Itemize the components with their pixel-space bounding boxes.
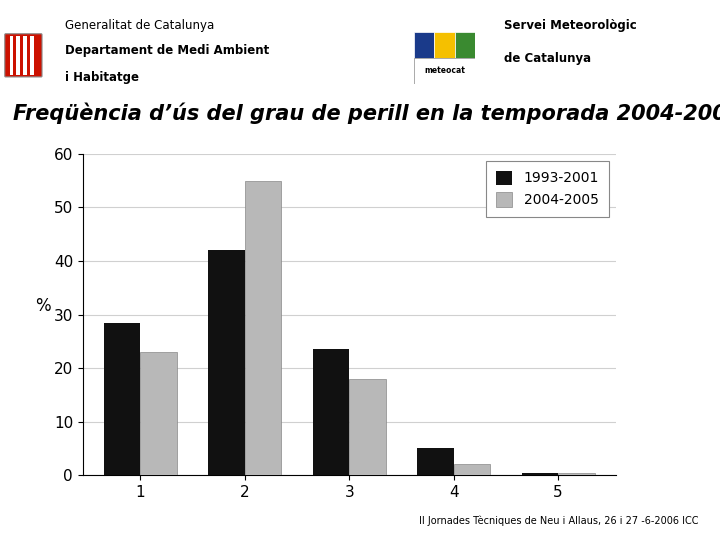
- Bar: [30, 36, 34, 75]
- Bar: [104, 322, 140, 475]
- Bar: [9, 36, 13, 75]
- Bar: [454, 464, 490, 475]
- Text: i Habitatge: i Habitatge: [65, 71, 139, 84]
- Text: Servei Meteorològic: Servei Meteorològic: [504, 19, 636, 32]
- Bar: [312, 349, 349, 475]
- Bar: [23, 36, 27, 75]
- Bar: [455, 32, 475, 58]
- Bar: [558, 472, 595, 475]
- Bar: [349, 379, 386, 475]
- Bar: [434, 32, 455, 58]
- Text: Departament de Medi Ambient: Departament de Medi Ambient: [65, 44, 269, 57]
- Bar: [208, 251, 245, 475]
- Bar: [521, 472, 558, 475]
- Bar: [414, 58, 475, 84]
- Bar: [140, 352, 177, 475]
- Y-axis label: %: %: [35, 296, 50, 314]
- Bar: [417, 448, 454, 475]
- Legend: 1993-2001, 2004-2005: 1993-2001, 2004-2005: [486, 161, 608, 217]
- Text: de Catalunya: de Catalunya: [504, 52, 591, 65]
- Bar: [414, 32, 434, 58]
- Bar: [17, 36, 20, 75]
- Text: Freqüència d’ús del grau de perill en la temporada 2004-2005: Freqüència d’ús del grau de perill en la…: [13, 103, 720, 124]
- Text: Generalitat de Catalunya: Generalitat de Catalunya: [65, 19, 214, 32]
- Bar: [245, 181, 282, 475]
- FancyBboxPatch shape: [5, 34, 42, 77]
- Text: meteocat: meteocat: [424, 66, 465, 76]
- Text: II Jornades Tècniques de Neu i Allaus, 26 i 27 -6-2006 ICC: II Jornades Tècniques de Neu i Allaus, 2…: [419, 516, 698, 526]
